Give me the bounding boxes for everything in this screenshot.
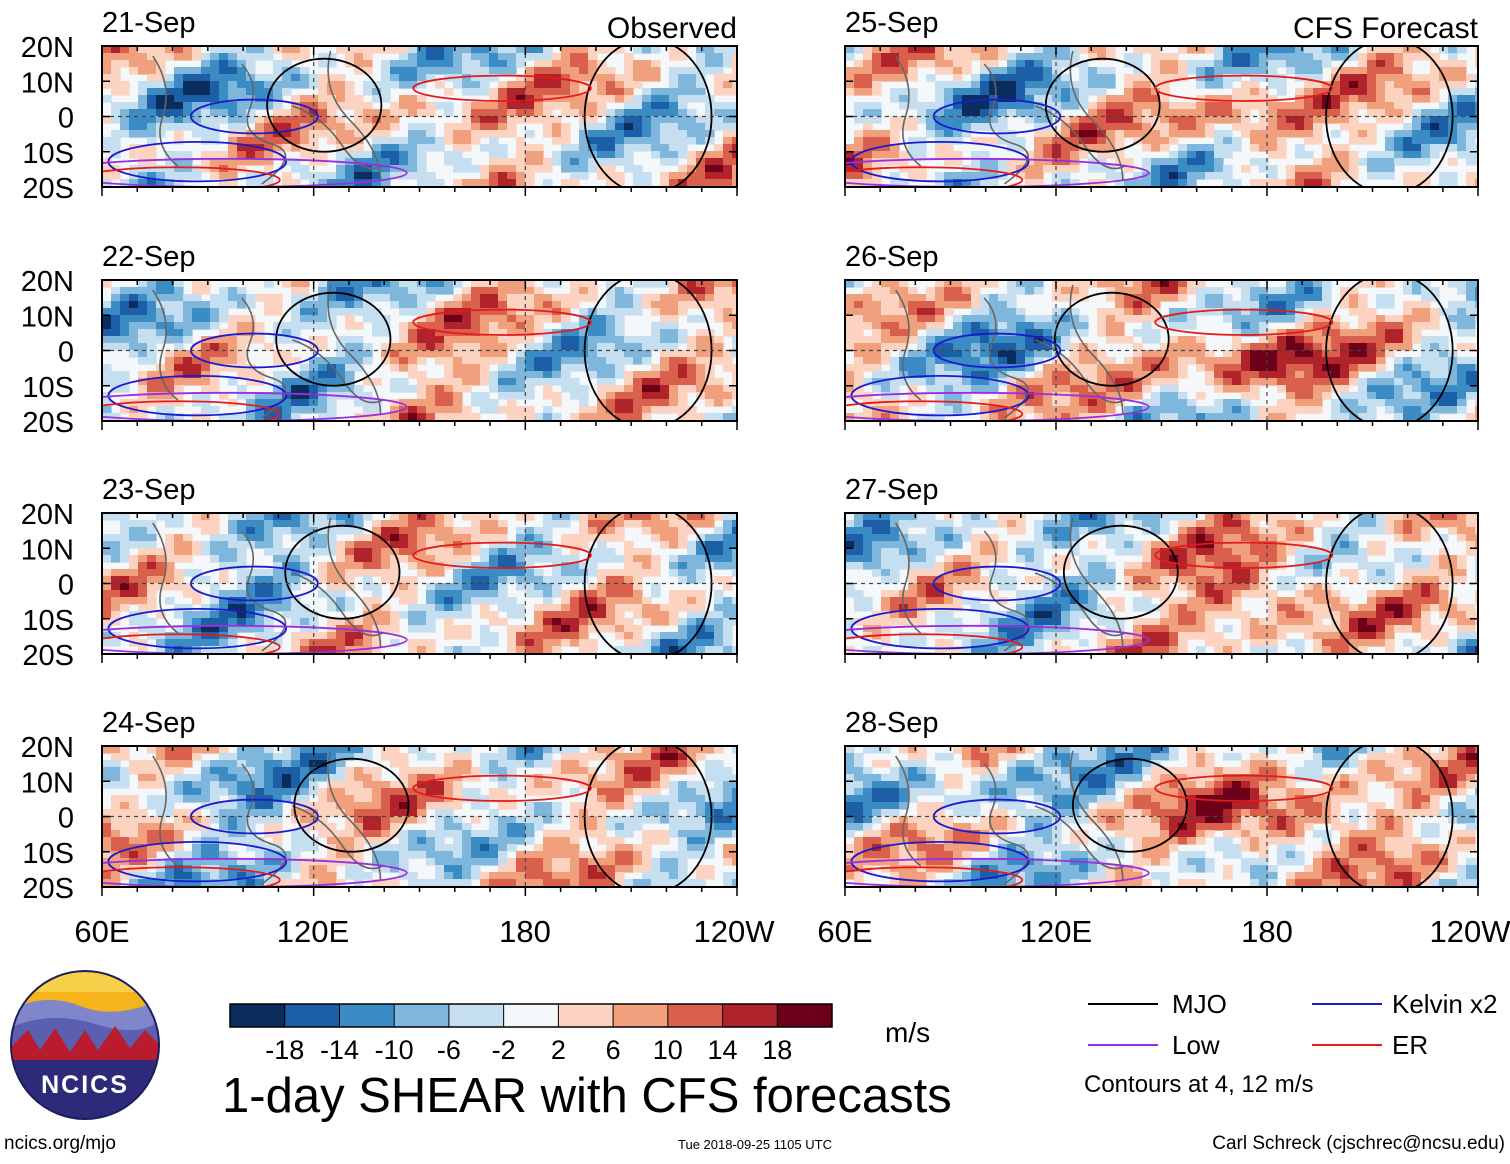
- colorbar-bin: [558, 1004, 613, 1027]
- footer-author: Carl Schreck (cjschrec@ncsu.edu): [1212, 1133, 1505, 1154]
- x-tick-label: 120W: [694, 914, 776, 949]
- x-tick-label: 60E: [74, 914, 129, 949]
- legend-label-kelvin: Kelvin x2: [1392, 989, 1498, 1019]
- legend-label-low: Low: [1172, 1030, 1220, 1060]
- y-tick-label: 20S: [22, 173, 74, 205]
- y-tick-label: 20N: [21, 32, 74, 64]
- panel-date-label: 26-Sep: [845, 241, 939, 273]
- colorbar-bin: [504, 1004, 559, 1027]
- y-tick-label: 10N: [21, 301, 74, 333]
- panel-date-label: 21-Sep: [102, 7, 196, 39]
- contour-note: Contours at 4, 12 m/s: [1084, 1071, 1313, 1098]
- y-tick-label: 0: [58, 337, 74, 369]
- footer-timestamp: Tue 2018-09-25 1105 UTC: [678, 1137, 832, 1152]
- colorbar-bin: [394, 1004, 449, 1027]
- colorbar-bin: [668, 1004, 723, 1027]
- panel-date-label: 22-Sep: [102, 241, 196, 273]
- legend-label-er: ER: [1392, 1030, 1428, 1060]
- y-tick-label: 20S: [22, 873, 74, 905]
- contour-legend: MJO Kelvin x2 Low ER Contours at 4, 12 m…: [1084, 989, 1498, 1098]
- colorbar-label: -2: [492, 1035, 516, 1065]
- colorbar-label: -6: [437, 1035, 461, 1065]
- colorbar-bin: [723, 1004, 778, 1027]
- logo-text: NCICS: [41, 1071, 129, 1099]
- colorbar-bin: [285, 1004, 340, 1027]
- colorbar-label: 14: [708, 1035, 738, 1065]
- y-tick-label: 10S: [22, 605, 74, 637]
- y-tick-label: 10S: [22, 138, 74, 170]
- panel-grid: 21-Sep20N10N010S20S22-Sep20N10N010S20S23…: [21, 7, 1485, 905]
- y-tick-label: 10S: [22, 372, 74, 404]
- colorbar-label: 6: [606, 1035, 621, 1065]
- y-tick-label: 10N: [21, 534, 74, 566]
- figure-title: 1-day SHEAR with CFS forecasts: [222, 1069, 952, 1123]
- y-tick-label: 20S: [22, 640, 74, 672]
- colorbar-bin: [230, 1004, 285, 1027]
- legend-label-mjo: MJO: [1172, 989, 1227, 1019]
- y-tick-label: 0: [58, 803, 74, 835]
- colorbar-bin: [449, 1004, 504, 1027]
- y-tick-label: 10N: [21, 67, 74, 99]
- x-tick-label: 120E: [277, 914, 349, 949]
- colorbar-label: 18: [762, 1035, 792, 1065]
- column-label-cfs-forecast: CFS Forecast: [1293, 12, 1479, 45]
- colorbar-label: -10: [375, 1035, 414, 1065]
- y-tick-label: 10S: [22, 838, 74, 870]
- colorbar-bin: [613, 1004, 668, 1027]
- colorbar-units: m/s: [885, 1017, 930, 1048]
- y-tick-label: 20S: [22, 407, 74, 439]
- colorbar-bin: [339, 1004, 394, 1027]
- x-tick-label: 180: [499, 914, 551, 949]
- panel-28-Sep: 28-Sep: [794, 707, 1484, 896]
- panel-date-label: 24-Sep: [102, 707, 196, 739]
- x-tick-label: 180: [1241, 914, 1293, 949]
- x-tick-label: 120W: [1430, 914, 1510, 949]
- colorbar-label: -14: [320, 1035, 359, 1065]
- x-axis-labels-left: 60E 120E 180 120W: [74, 914, 775, 949]
- y-tick-label: 20N: [21, 732, 74, 764]
- colorbar: -18 -14 -10 -6 -2 2 6 10 14 18: [230, 1004, 832, 1065]
- panel-date-label: 25-Sep: [845, 7, 939, 39]
- colorbar-label: 2: [551, 1035, 566, 1065]
- panel-date-label: 27-Sep: [845, 474, 939, 506]
- column-label-observed: Observed: [607, 12, 737, 45]
- x-tick-label: 120E: [1020, 914, 1092, 949]
- y-tick-label: 10N: [21, 767, 74, 799]
- footer-url: ncics.org/mjo: [4, 1133, 116, 1154]
- x-axis-labels-right: 60E 120E 180 120W: [817, 914, 1510, 949]
- panel-date-label: 28-Sep: [845, 707, 939, 739]
- ncics-logo: NCICS: [10, 970, 160, 1120]
- panel-26-Sep: 26-Sep: [794, 241, 1484, 430]
- colorbar-label: 10: [653, 1035, 683, 1065]
- y-tick-label: 20N: [21, 266, 74, 298]
- y-tick-label: 20N: [21, 499, 74, 531]
- y-tick-label: 0: [58, 570, 74, 602]
- panel-27-Sep: 27-Sep: [794, 474, 1484, 663]
- x-tick-label: 60E: [817, 914, 872, 949]
- panel-date-label: 23-Sep: [102, 474, 196, 506]
- colorbar-label: -18: [265, 1035, 304, 1065]
- colorbar-bin: [777, 1004, 832, 1027]
- y-tick-label: 0: [58, 103, 74, 135]
